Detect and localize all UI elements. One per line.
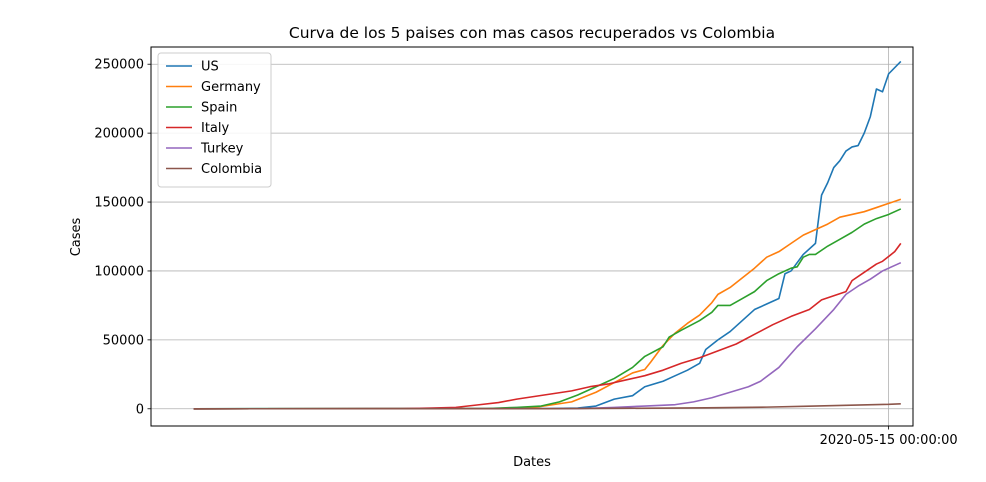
series-lines xyxy=(193,60,902,410)
legend-label-spain: Spain xyxy=(201,101,237,116)
y-tick-label: 50000 xyxy=(103,333,144,348)
x-axis: 2020-05-15 00:00:00 xyxy=(820,426,958,448)
grid xyxy=(151,47,913,426)
y-tick-label: 100000 xyxy=(94,264,144,279)
y-axis: 0 50000 100000 150000 200000 250000 xyxy=(94,58,151,417)
x-tick-label: 2020-05-15 00:00:00 xyxy=(820,433,958,448)
legend-label-germany: Germany xyxy=(201,80,261,95)
legend-label-us: US xyxy=(201,60,219,75)
legend-label-turkey: Turkey xyxy=(200,142,244,157)
y-tick-label: 200000 xyxy=(94,127,144,142)
legend-label-colombia: Colombia xyxy=(201,162,262,177)
series-line-us xyxy=(193,60,902,410)
x-axis-label: Dates xyxy=(513,455,551,470)
series-line-italy xyxy=(193,242,902,410)
y-tick-label: 0 xyxy=(136,402,144,417)
y-axis-label: Cases xyxy=(69,217,84,256)
y-tick-label: 250000 xyxy=(94,58,144,73)
series-line-turkey xyxy=(193,261,902,410)
series-line-germany xyxy=(193,198,902,410)
plot-frame xyxy=(150,46,914,427)
legend: US Germany Spain Italy Turkey Colombia xyxy=(157,52,272,188)
legend-label-italy: Italy xyxy=(201,121,230,136)
series-line-colombia xyxy=(193,403,901,410)
chart-title: Curva de los 5 paises con mas casos recu… xyxy=(289,24,775,42)
y-tick-label: 150000 xyxy=(94,196,144,211)
series-line-spain xyxy=(193,208,902,410)
